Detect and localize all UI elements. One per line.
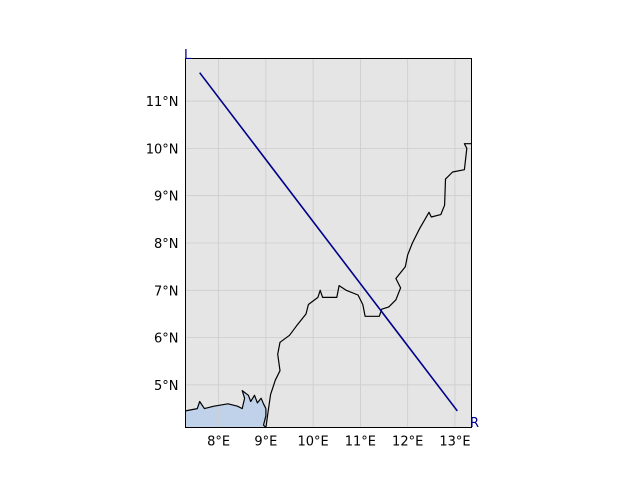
y-tick-label: 11°N [146, 95, 179, 110]
x-tick-label: 10°E [298, 435, 329, 450]
y-tick-label: 8°N [154, 237, 179, 252]
x-tick-label: 11°E [345, 435, 376, 450]
ocean-layer [185, 390, 266, 428]
map-area [185, 58, 472, 428]
coastline-layer [185, 143, 472, 428]
y-axis-tick-labels: 5°N 6°N 7°N 8°N 9°N 10°N 11°N [146, 95, 179, 394]
transect-line [199, 72, 458, 412]
transect-layer [199, 72, 458, 412]
x-tick-label: 8°E [207, 435, 230, 450]
y-tick-label: 6°N [154, 332, 179, 347]
x-tick-label: 12°E [392, 435, 423, 450]
x-tick-label: 9°E [254, 435, 277, 450]
y-tick-label: 5°N [154, 379, 179, 394]
y-tick-label: 10°N [146, 142, 179, 157]
x-axis-tick-labels: 8°E 9°E 10°E 11°E 12°E 13°E [207, 435, 470, 450]
x-tick-label: 13°E [439, 435, 470, 450]
coastline [185, 390, 267, 428]
y-tick-label: 9°N [154, 190, 179, 205]
y-tick-label: 7°N [154, 284, 179, 299]
map-frame [185, 58, 472, 428]
transect-end-label: R [470, 416, 479, 431]
country-border [265, 143, 472, 428]
transect-start-label: L [184, 48, 192, 63]
ocean-fill [185, 390, 266, 428]
